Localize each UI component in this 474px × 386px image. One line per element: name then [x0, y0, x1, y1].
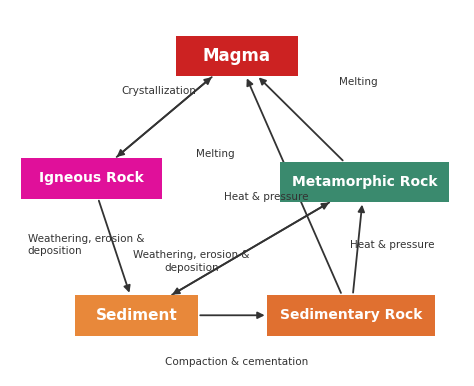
FancyBboxPatch shape [75, 295, 198, 336]
Text: Metamorphic Rock: Metamorphic Rock [292, 175, 437, 189]
FancyArrowPatch shape [260, 79, 343, 161]
Text: Melting: Melting [339, 77, 378, 87]
Text: Sedimentary Rock: Sedimentary Rock [280, 308, 422, 322]
Text: Crystallization: Crystallization [121, 86, 196, 96]
Text: Weathering, erosion &
deposition: Weathering, erosion & deposition [27, 234, 144, 256]
Text: Compaction & cementation: Compaction & cementation [165, 357, 309, 367]
FancyArrowPatch shape [247, 80, 341, 293]
FancyBboxPatch shape [175, 36, 299, 76]
Text: Heat & pressure: Heat & pressure [350, 240, 435, 250]
Text: Sediment: Sediment [96, 308, 178, 323]
Text: Magma: Magma [203, 47, 271, 65]
FancyArrowPatch shape [117, 78, 210, 157]
FancyBboxPatch shape [266, 295, 435, 336]
Text: Heat & pressure: Heat & pressure [224, 192, 309, 202]
Text: Igneous Rock: Igneous Rock [39, 171, 144, 185]
FancyArrowPatch shape [118, 77, 212, 156]
Text: Weathering, erosion &
deposition: Weathering, erosion & deposition [133, 251, 250, 273]
Text: Melting: Melting [196, 149, 235, 159]
FancyArrowPatch shape [99, 201, 130, 291]
FancyArrowPatch shape [174, 203, 329, 294]
FancyBboxPatch shape [21, 158, 162, 198]
FancyArrowPatch shape [172, 203, 328, 295]
FancyArrowPatch shape [353, 207, 364, 293]
FancyBboxPatch shape [280, 161, 448, 202]
FancyArrowPatch shape [200, 313, 263, 318]
